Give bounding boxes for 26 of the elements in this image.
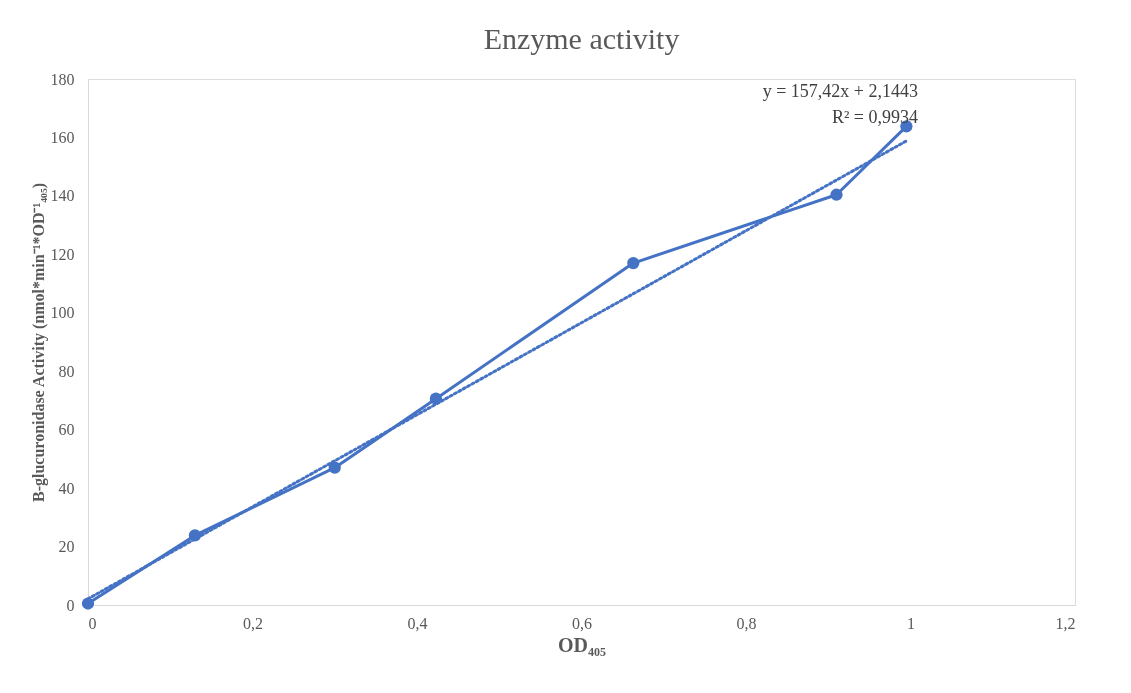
y-tick-label: 140 xyxy=(50,187,75,205)
y-tick-label: 160 xyxy=(50,128,75,146)
y-tick-label: 180 xyxy=(50,70,75,88)
y-tick-label: 120 xyxy=(50,245,75,263)
y-tick-label: 60 xyxy=(58,421,75,439)
chart-title: Enzyme activity xyxy=(483,22,680,55)
x-tick-label: 1,2 xyxy=(1055,614,1076,632)
y-tick-label: 20 xyxy=(58,538,75,556)
annotation: y = 157,42x + 2,1443 xyxy=(762,81,918,101)
y-tick-label: 0 xyxy=(66,596,75,614)
point xyxy=(328,461,341,474)
y-tick-label: 100 xyxy=(50,304,75,322)
y-axis-title: B-glucuronidase Activity (nmol*min⁻¹*OD⁻¹₄₀₅) xyxy=(29,182,48,503)
x-tick-label: 0,4 xyxy=(407,614,428,632)
point xyxy=(81,597,95,610)
y-tick-label: 80 xyxy=(58,362,75,380)
x-tick-label: 0,8 xyxy=(736,614,757,632)
x-tick-label: 0,2 xyxy=(243,614,263,632)
point xyxy=(830,188,843,201)
point xyxy=(627,256,640,270)
x-axis-title: OD₄₀₅ xyxy=(558,633,606,656)
x-tick-label: 1 xyxy=(907,614,915,632)
y-tick-label: 40 xyxy=(58,479,75,497)
annotation: R² = 0,9934 xyxy=(831,107,918,127)
x-tick-label: 0 xyxy=(88,614,97,632)
x-tick-label: 0,6 xyxy=(572,614,592,632)
